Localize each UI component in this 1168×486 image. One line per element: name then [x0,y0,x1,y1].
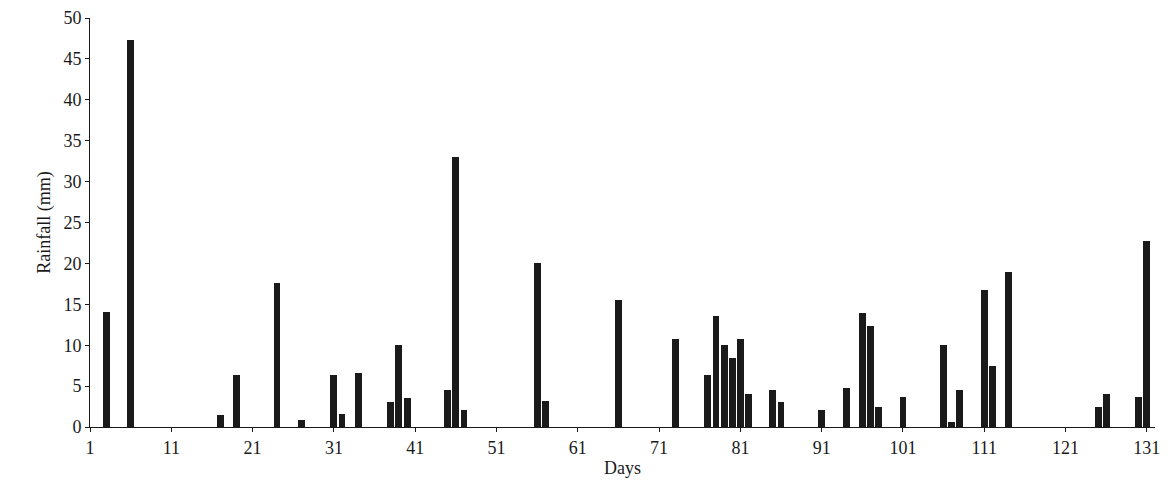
svg-text:0: 0 [72,417,81,437]
svg-text:71: 71 [650,438,668,458]
svg-text:101: 101 [889,438,916,458]
svg-text:51: 51 [487,438,505,458]
svg-text:Rainfall (mm): Rainfall (mm) [34,171,55,273]
svg-text:111: 111 [971,438,997,458]
svg-text:45: 45 [63,49,81,69]
svg-text:1: 1 [86,438,95,458]
svg-text:131: 131 [1133,438,1160,458]
svg-text:11: 11 [163,438,180,458]
svg-text:30: 30 [63,172,81,192]
svg-text:121: 121 [1052,438,1079,458]
svg-text:40: 40 [63,90,81,110]
svg-text:50: 50 [63,8,81,28]
svg-text:35: 35 [63,131,81,151]
svg-text:10: 10 [63,336,81,356]
svg-text:91: 91 [813,438,831,458]
svg-text:25: 25 [63,213,81,233]
svg-text:21: 21 [244,438,262,458]
svg-text:61: 61 [569,438,587,458]
svg-text:15: 15 [63,295,81,315]
svg-text:81: 81 [731,438,749,458]
svg-text:41: 41 [406,438,424,458]
svg-text:5: 5 [72,376,81,396]
svg-text:20: 20 [63,254,81,274]
svg-text:31: 31 [325,438,343,458]
svg-text:Days: Days [604,458,641,478]
